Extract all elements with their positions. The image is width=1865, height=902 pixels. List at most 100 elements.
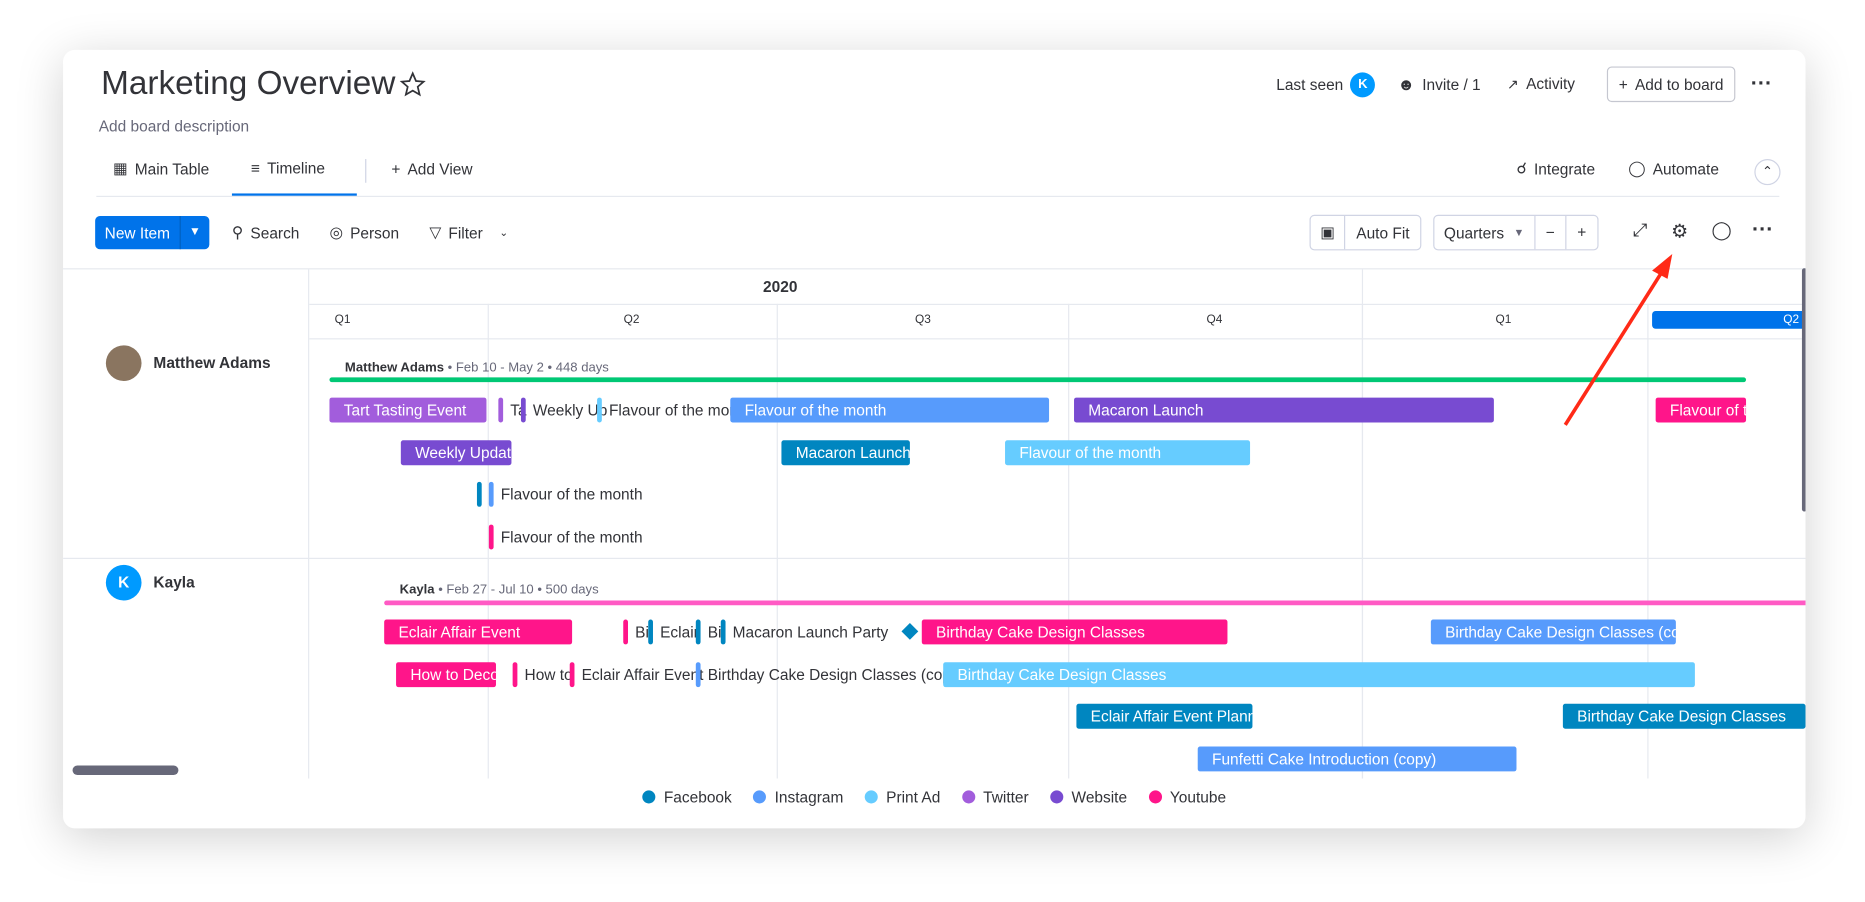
- timeline: 2020 Q1 Q2 Q3 Q4 Q1 Q2 Matthew Adams Matthew Ada…: [63, 268, 1806, 779]
- group-avatar: [105, 345, 142, 381]
- tab-divider: [365, 159, 367, 183]
- item-marker[interactable]: [597, 397, 602, 423]
- tab-add-view[interactable]: + Add View: [391, 160, 473, 179]
- item-marker[interactable]: [648, 619, 653, 645]
- item-marker[interactable]: [512, 662, 518, 688]
- item-bar[interactable]: How to Deco: [396, 662, 496, 688]
- group-span-line: [384, 600, 1806, 606]
- item-bar[interactable]: Eclair Affair Event: [384, 619, 573, 645]
- legend-dot: [642, 790, 656, 804]
- last-seen[interactable]: Last seen K: [1276, 72, 1376, 98]
- item-bar[interactable]: Birthday Cake Design Classes (cop: [1430, 619, 1676, 645]
- item-bar[interactable]: Birthday Cake Design Classes: [943, 662, 1695, 688]
- more-menu[interactable]: ···: [1750, 71, 1773, 95]
- quarter-label: Q4: [1206, 313, 1223, 327]
- quarter-line: [1647, 303, 1649, 779]
- legend: Facebook Instagram Print Ad Twitter Website Y…: [63, 788, 1805, 806]
- item-bar[interactable]: Macaron Launch: [781, 440, 910, 466]
- item-marker[interactable]: [695, 619, 701, 645]
- integrate-button[interactable]: ☌ Integrate: [1516, 159, 1596, 178]
- new-item-button[interactable]: New Item ▼: [95, 215, 210, 250]
- add-to-board-button[interactable]: + Add to board: [1606, 66, 1736, 103]
- item-marker[interactable]: [476, 481, 482, 507]
- quarter-label: Q1: [1495, 313, 1512, 327]
- automate-button[interactable]: ◯ Automate: [1628, 159, 1719, 178]
- item-bar[interactable]: Funfetti Cake Introduction (copy): [1197, 746, 1517, 772]
- tabs-divider: [96, 195, 1780, 198]
- group-name[interactable]: Matthew Adams: [153, 353, 271, 372]
- invite-button[interactable]: ☻ Invite / 1: [1397, 74, 1481, 94]
- collapse-button[interactable]: ⌃: [1754, 159, 1781, 186]
- activity-button[interactable]: ↗ Activity: [1506, 74, 1576, 93]
- legend-label: Instagram: [774, 788, 844, 806]
- active-tab-indicator: [231, 193, 357, 196]
- legend-dot: [1050, 790, 1064, 804]
- person-button[interactable]: ◎ Person: [329, 223, 400, 242]
- fullscreen-icon[interactable]: ⤢: [1633, 220, 1648, 241]
- group-name[interactable]: Kayla: [153, 573, 195, 592]
- tab-label: Timeline: [267, 159, 326, 177]
- person-label: Person: [350, 223, 400, 242]
- group-divider: [63, 557, 1806, 559]
- item-label[interactable]: Flavour of the mon: [608, 401, 738, 419]
- search-button[interactable]: ⚲ Search: [231, 223, 300, 242]
- item-marker[interactable]: [498, 397, 504, 423]
- quarter-label: Q2: [1783, 313, 1800, 327]
- item-label[interactable]: Eclair Affair Event: [581, 665, 704, 684]
- item-bar[interactable]: Flavour of the month: [1005, 440, 1251, 466]
- settings-icon[interactable]: ⚙: [1671, 221, 1689, 243]
- item-bar[interactable]: Tart Tasting Event: [329, 397, 487, 423]
- item-label[interactable]: Flavour of the month: [500, 528, 643, 546]
- star-icon[interactable]: [399, 71, 426, 97]
- auto-fit-label: Auto Fit: [1356, 223, 1410, 242]
- last-seen-label: Last seen: [1276, 75, 1344, 94]
- item-bar[interactable]: Birthday Cake Design Classes: [921, 619, 1228, 645]
- item-marker[interactable]: [695, 662, 701, 688]
- search-label: Search: [250, 223, 300, 242]
- item-marker[interactable]: [488, 481, 494, 507]
- item-bar[interactable]: Macaron Launch: [1074, 397, 1494, 423]
- vertical-scrollbar[interactable]: [1801, 268, 1806, 512]
- item-bar[interactable]: Birthday Cake Design Classes: [1562, 703, 1806, 729]
- item-bar[interactable]: Flavour of t: [1655, 397, 1747, 423]
- legend-dot: [961, 790, 975, 804]
- quarter-line: [487, 303, 489, 779]
- item-bar[interactable]: Weekly Update: [400, 440, 512, 466]
- quarter-line: [776, 303, 778, 779]
- item-label[interactable]: Bi: [707, 623, 722, 641]
- item-label[interactable]: Bi: [635, 623, 649, 641]
- arrow-head: [1652, 253, 1673, 279]
- toolbar-more[interactable]: ···: [1751, 217, 1774, 241]
- feedback-icon[interactable]: ◯: [1711, 220, 1732, 241]
- tab-label: Add View: [407, 160, 473, 179]
- board-description[interactable]: Add board description: [98, 117, 250, 136]
- item-label[interactable]: Weekly Up: [532, 401, 608, 419]
- zoom-control[interactable]: Quarters ▼ − +: [1433, 214, 1599, 251]
- item-label[interactable]: Flavour of the month: [500, 485, 643, 504]
- tab-main-table[interactable]: ▦ Main Table: [112, 159, 210, 178]
- group-span-line: [329, 377, 1747, 383]
- item-label[interactable]: Birthday Cake Design Classes (copy): [707, 665, 964, 684]
- horizontal-scrollbar[interactable]: [72, 765, 179, 775]
- legend-label: Youtube: [1169, 788, 1227, 806]
- item-bar[interactable]: Eclair Affair Event Plann: [1076, 703, 1253, 729]
- item-label[interactable]: Macaron Launch Party: [732, 623, 889, 641]
- item-marker[interactable]: [569, 662, 575, 688]
- item-marker[interactable]: [720, 619, 726, 645]
- item-marker[interactable]: [488, 524, 494, 550]
- legend-entry: Website: [1050, 788, 1127, 806]
- item-label[interactable]: Eclair: [660, 623, 699, 641]
- quarter-label: Q1: [334, 313, 351, 327]
- item-marker[interactable]: [520, 397, 526, 423]
- tab-timeline[interactable]: ≡ Timeline: [250, 159, 326, 177]
- year-label: 2020: [763, 277, 798, 296]
- item-bar[interactable]: Flavour of the month: [730, 397, 1050, 423]
- filter-label: Filter: [448, 223, 483, 242]
- summary-name: Matthew Adams: [344, 360, 445, 376]
- item-label[interactable]: How to: [524, 665, 573, 684]
- filter-button[interactable]: ▽ Filter ⌄: [429, 223, 509, 242]
- item-marker[interactable]: [623, 619, 629, 645]
- auto-fit-button[interactable]: ▣ Auto Fit: [1309, 214, 1422, 251]
